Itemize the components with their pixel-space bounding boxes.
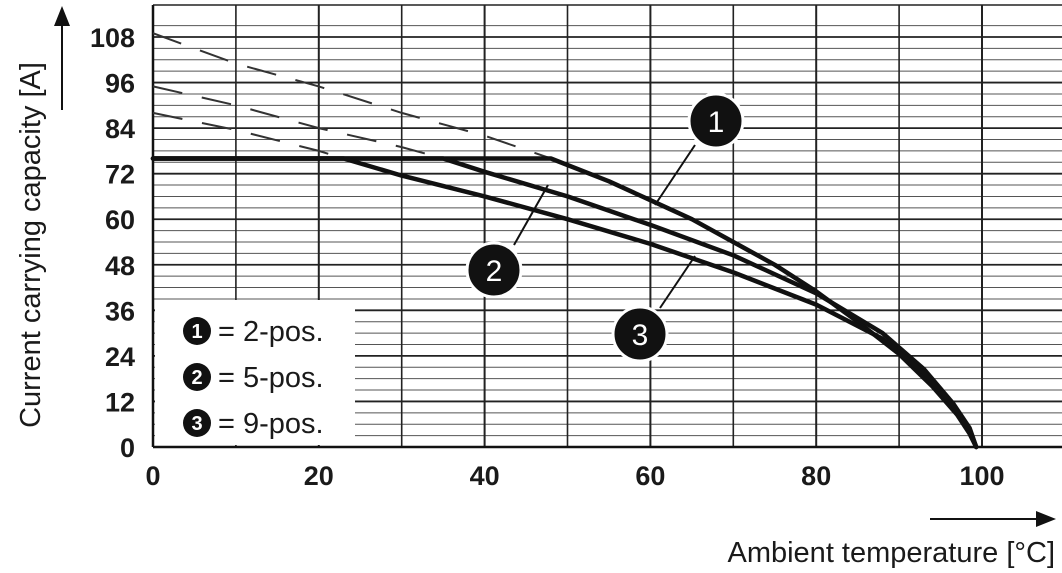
legend: 1 = 2-pos. 2 = 5-pos. 3 = 9-pos.	[155, 300, 355, 445]
callout-label-3: 3	[632, 319, 649, 352]
callout-marker-2	[465, 241, 523, 299]
series-layer	[150, 32, 979, 450]
legend-entry-3: = 9-pos.	[218, 408, 324, 440]
x-tick-label: 20	[304, 461, 334, 491]
series-line-1	[150, 156, 979, 450]
y-axis-title: Current carrying capacity [A]	[15, 62, 47, 428]
x-tick-label: 60	[635, 461, 665, 491]
x-tick-label: 40	[470, 461, 500, 491]
series-dashed-2	[152, 85, 444, 160]
axis-titles: Current carrying capacity [A] Ambient tem…	[15, 6, 1056, 569]
legend-marker-3	[183, 409, 211, 437]
y-tick-label: 36	[105, 296, 135, 326]
legend-entry-2: = 5-pos.	[218, 362, 324, 394]
callout-layer: 1 2 3	[465, 92, 745, 363]
y-tick-label: 12	[105, 387, 135, 417]
legend-marker-label-3: 3	[191, 413, 202, 435]
callout-leader-2	[513, 184, 549, 246]
callout-label-1: 1	[708, 106, 725, 139]
callout-marker-3	[611, 305, 669, 363]
y-tick-label: 108	[90, 23, 135, 53]
legend-entry-1: = 2-pos.	[218, 316, 324, 348]
legend-marker-2	[183, 363, 211, 391]
x-axis-title: Ambient temperature [°C]	[727, 537, 1055, 569]
y-tick-label: 72	[105, 160, 135, 190]
axes	[151, 5, 1062, 449]
x-tick-label: 80	[801, 461, 831, 491]
y-tick-label: 96	[105, 69, 135, 99]
series-line-3	[150, 156, 979, 450]
callout-label-2: 2	[486, 255, 503, 288]
x-tick-label: 0	[145, 461, 160, 491]
legend-marker-1	[183, 317, 211, 345]
x-tick-label: 100	[959, 461, 1004, 491]
series-dashed-1	[152, 32, 552, 160]
y-tick-label: 0	[120, 433, 135, 463]
y-tick-label: 48	[105, 251, 135, 281]
y-tick-label: 60	[105, 205, 135, 235]
callout-leader-1	[654, 144, 696, 206]
y-tick-label: 84	[105, 114, 135, 144]
y-axis-arrow-head	[54, 6, 70, 26]
callout-marker-1	[687, 92, 745, 150]
legend-marker-label-2: 2	[191, 367, 202, 389]
series-dashed-3	[152, 111, 344, 160]
x-axis-arrow-head	[1036, 511, 1056, 527]
y-tick-label: 24	[105, 342, 135, 372]
callout-leader-3	[659, 255, 696, 309]
legend-marker-label-1: 1	[191, 321, 202, 343]
